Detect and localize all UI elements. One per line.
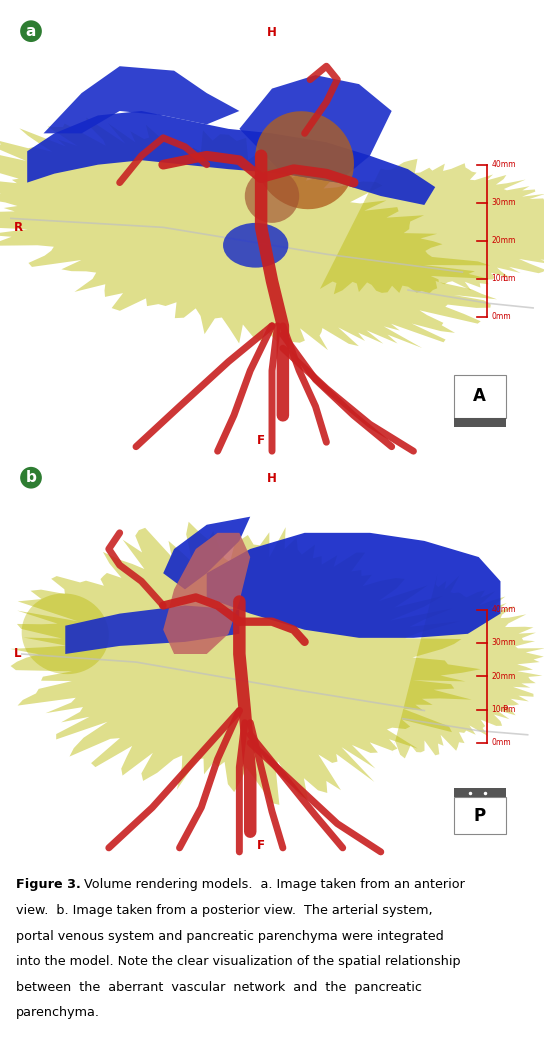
Text: portal venous system and pancreatic parenchyma were integrated: portal venous system and pancreatic pare… xyxy=(16,930,444,942)
Polygon shape xyxy=(44,67,239,133)
Bar xyxy=(454,788,506,797)
Polygon shape xyxy=(65,606,239,654)
Ellipse shape xyxy=(255,111,354,209)
Polygon shape xyxy=(163,516,250,589)
Polygon shape xyxy=(392,574,544,759)
Text: a: a xyxy=(26,24,36,39)
Polygon shape xyxy=(207,533,500,638)
Text: 10mm: 10mm xyxy=(491,275,516,283)
Text: 0mm: 0mm xyxy=(491,312,511,322)
Ellipse shape xyxy=(223,223,288,268)
Polygon shape xyxy=(27,111,435,205)
Text: view.  b. Image taken from a posterior view.  The arterial system,: view. b. Image taken from a posterior vi… xyxy=(16,904,433,917)
Text: 10mm: 10mm xyxy=(491,705,516,714)
Text: parenchyma.: parenchyma. xyxy=(16,1007,100,1019)
Polygon shape xyxy=(320,159,544,295)
Bar xyxy=(454,375,506,417)
Text: P: P xyxy=(474,807,486,824)
Polygon shape xyxy=(163,533,250,654)
Text: F: F xyxy=(257,434,265,447)
Text: H: H xyxy=(267,26,277,39)
Text: L: L xyxy=(14,648,21,660)
Text: L: L xyxy=(502,275,507,283)
Text: R: R xyxy=(14,221,23,234)
Polygon shape xyxy=(0,118,497,350)
Text: A: A xyxy=(473,387,486,405)
Ellipse shape xyxy=(22,593,109,675)
Text: Volume rendering models.  a. Image taken from an anterior: Volume rendering models. a. Image taken … xyxy=(84,879,465,891)
Bar xyxy=(454,417,506,428)
Text: H: H xyxy=(267,473,277,485)
Text: Figure 3.: Figure 3. xyxy=(16,879,81,891)
Bar xyxy=(454,797,506,834)
Text: into the model. Note the clear visualization of the spatial relationship: into the model. Note the clear visualiza… xyxy=(16,956,461,968)
Ellipse shape xyxy=(245,169,299,223)
Text: F: F xyxy=(257,839,265,852)
Text: 30mm: 30mm xyxy=(491,638,516,648)
Text: 20mm: 20mm xyxy=(491,236,516,246)
Text: 20mm: 20mm xyxy=(491,671,516,681)
Text: between  the  aberrant  vascular  network  and  the  pancreatic: between the aberrant vascular network an… xyxy=(16,981,422,994)
Polygon shape xyxy=(10,522,481,805)
Text: 40mm: 40mm xyxy=(491,160,516,170)
Text: b: b xyxy=(26,471,36,485)
Text: P: P xyxy=(502,705,507,714)
Text: 30mm: 30mm xyxy=(491,198,516,207)
Text: 40mm: 40mm xyxy=(491,605,516,614)
Text: 0mm: 0mm xyxy=(491,738,511,747)
Polygon shape xyxy=(239,75,392,182)
